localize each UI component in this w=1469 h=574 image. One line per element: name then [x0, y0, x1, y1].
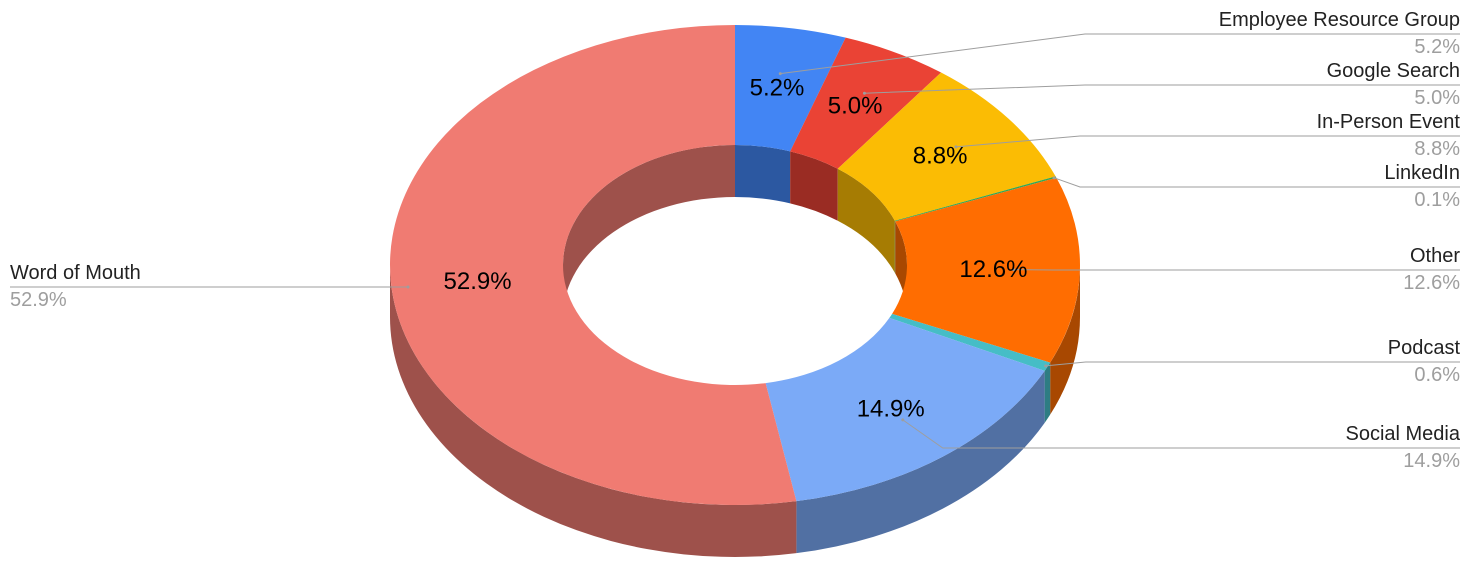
leader-lines — [10, 33, 1460, 449]
inner-wall-google-search-0 — [790, 151, 838, 221]
category-name-other: Other — [1410, 245, 1460, 267]
leader-line-linkedin — [1053, 177, 1460, 188]
category-name-social-media: Social Media — [1345, 423, 1460, 445]
slice-podcast — [889, 313, 1051, 371]
inner-wall-in-person-event-0 — [837, 168, 895, 273]
slice-in-person-event — [837, 72, 1056, 221]
category-value-linkedin: 0.1% — [1414, 189, 1460, 211]
slice-tops — [390, 25, 1080, 505]
pct-label-word-of-mouth: 52.9% — [444, 268, 512, 295]
pct-label-google-search: 5.0% — [828, 93, 883, 120]
slice-linkedin — [894, 176, 1057, 222]
pct-label-employee-resource-group: 5.2% — [750, 74, 805, 101]
category-name-in-person-event: In-Person Event — [1317, 111, 1461, 133]
pct-label-other: 12.6% — [959, 256, 1027, 283]
inner-wall-word-of-mouth-1 — [563, 145, 735, 317]
category-value-podcast: 0.6% — [1414, 364, 1460, 386]
category-value-other: 12.6% — [1403, 272, 1460, 294]
pct-label-social-media: 14.9% — [857, 396, 925, 423]
leader-line-employee-resource-group — [780, 33, 1460, 75]
category-value-employee-resource-group: 5.2% — [1414, 36, 1460, 58]
outer-wall-podcast — [1044, 362, 1051, 423]
slice-other — [892, 177, 1080, 363]
category-value-in-person-event: 8.8% — [1414, 138, 1460, 160]
category-name-podcast: Podcast — [1388, 337, 1461, 359]
inner-wall-employee-resource-group-0 — [735, 145, 791, 204]
category-name-linkedin: LinkedIn — [1384, 162, 1460, 184]
category-value-word-of-mouth: 52.9% — [10, 289, 67, 311]
category-value-google-search: 5.0% — [1414, 87, 1460, 109]
slice-employee-resource-group — [735, 25, 846, 152]
leader-line-podcast — [1045, 361, 1460, 367]
slice-word-of-mouth — [390, 25, 797, 505]
outer-wall-other — [1050, 265, 1080, 415]
slice-google-search — [790, 37, 942, 169]
category-name-google-search: Google Search — [1327, 60, 1460, 82]
leader-line-in-person-event — [955, 135, 1460, 148]
slice-percent-labels: 5.2% 5.0% 8.8% 12.6% 14.9% 52.9% — [444, 74, 1028, 422]
slice-social-media — [765, 317, 1045, 502]
outer-wall-word-of-mouth — [390, 265, 797, 558]
category-name-employee-resource-group: Employee Resource Group — [1219, 9, 1460, 31]
leader-line-social-media — [902, 419, 1460, 449]
leader-line-google-search — [864, 84, 1460, 94]
category-value-social-media: 14.9% — [1403, 450, 1460, 472]
outer-wall-social-media — [796, 370, 1045, 554]
pct-label-in-person-event: 8.8% — [913, 142, 968, 169]
category-name-word-of-mouth: Word of Mouth — [10, 262, 141, 284]
